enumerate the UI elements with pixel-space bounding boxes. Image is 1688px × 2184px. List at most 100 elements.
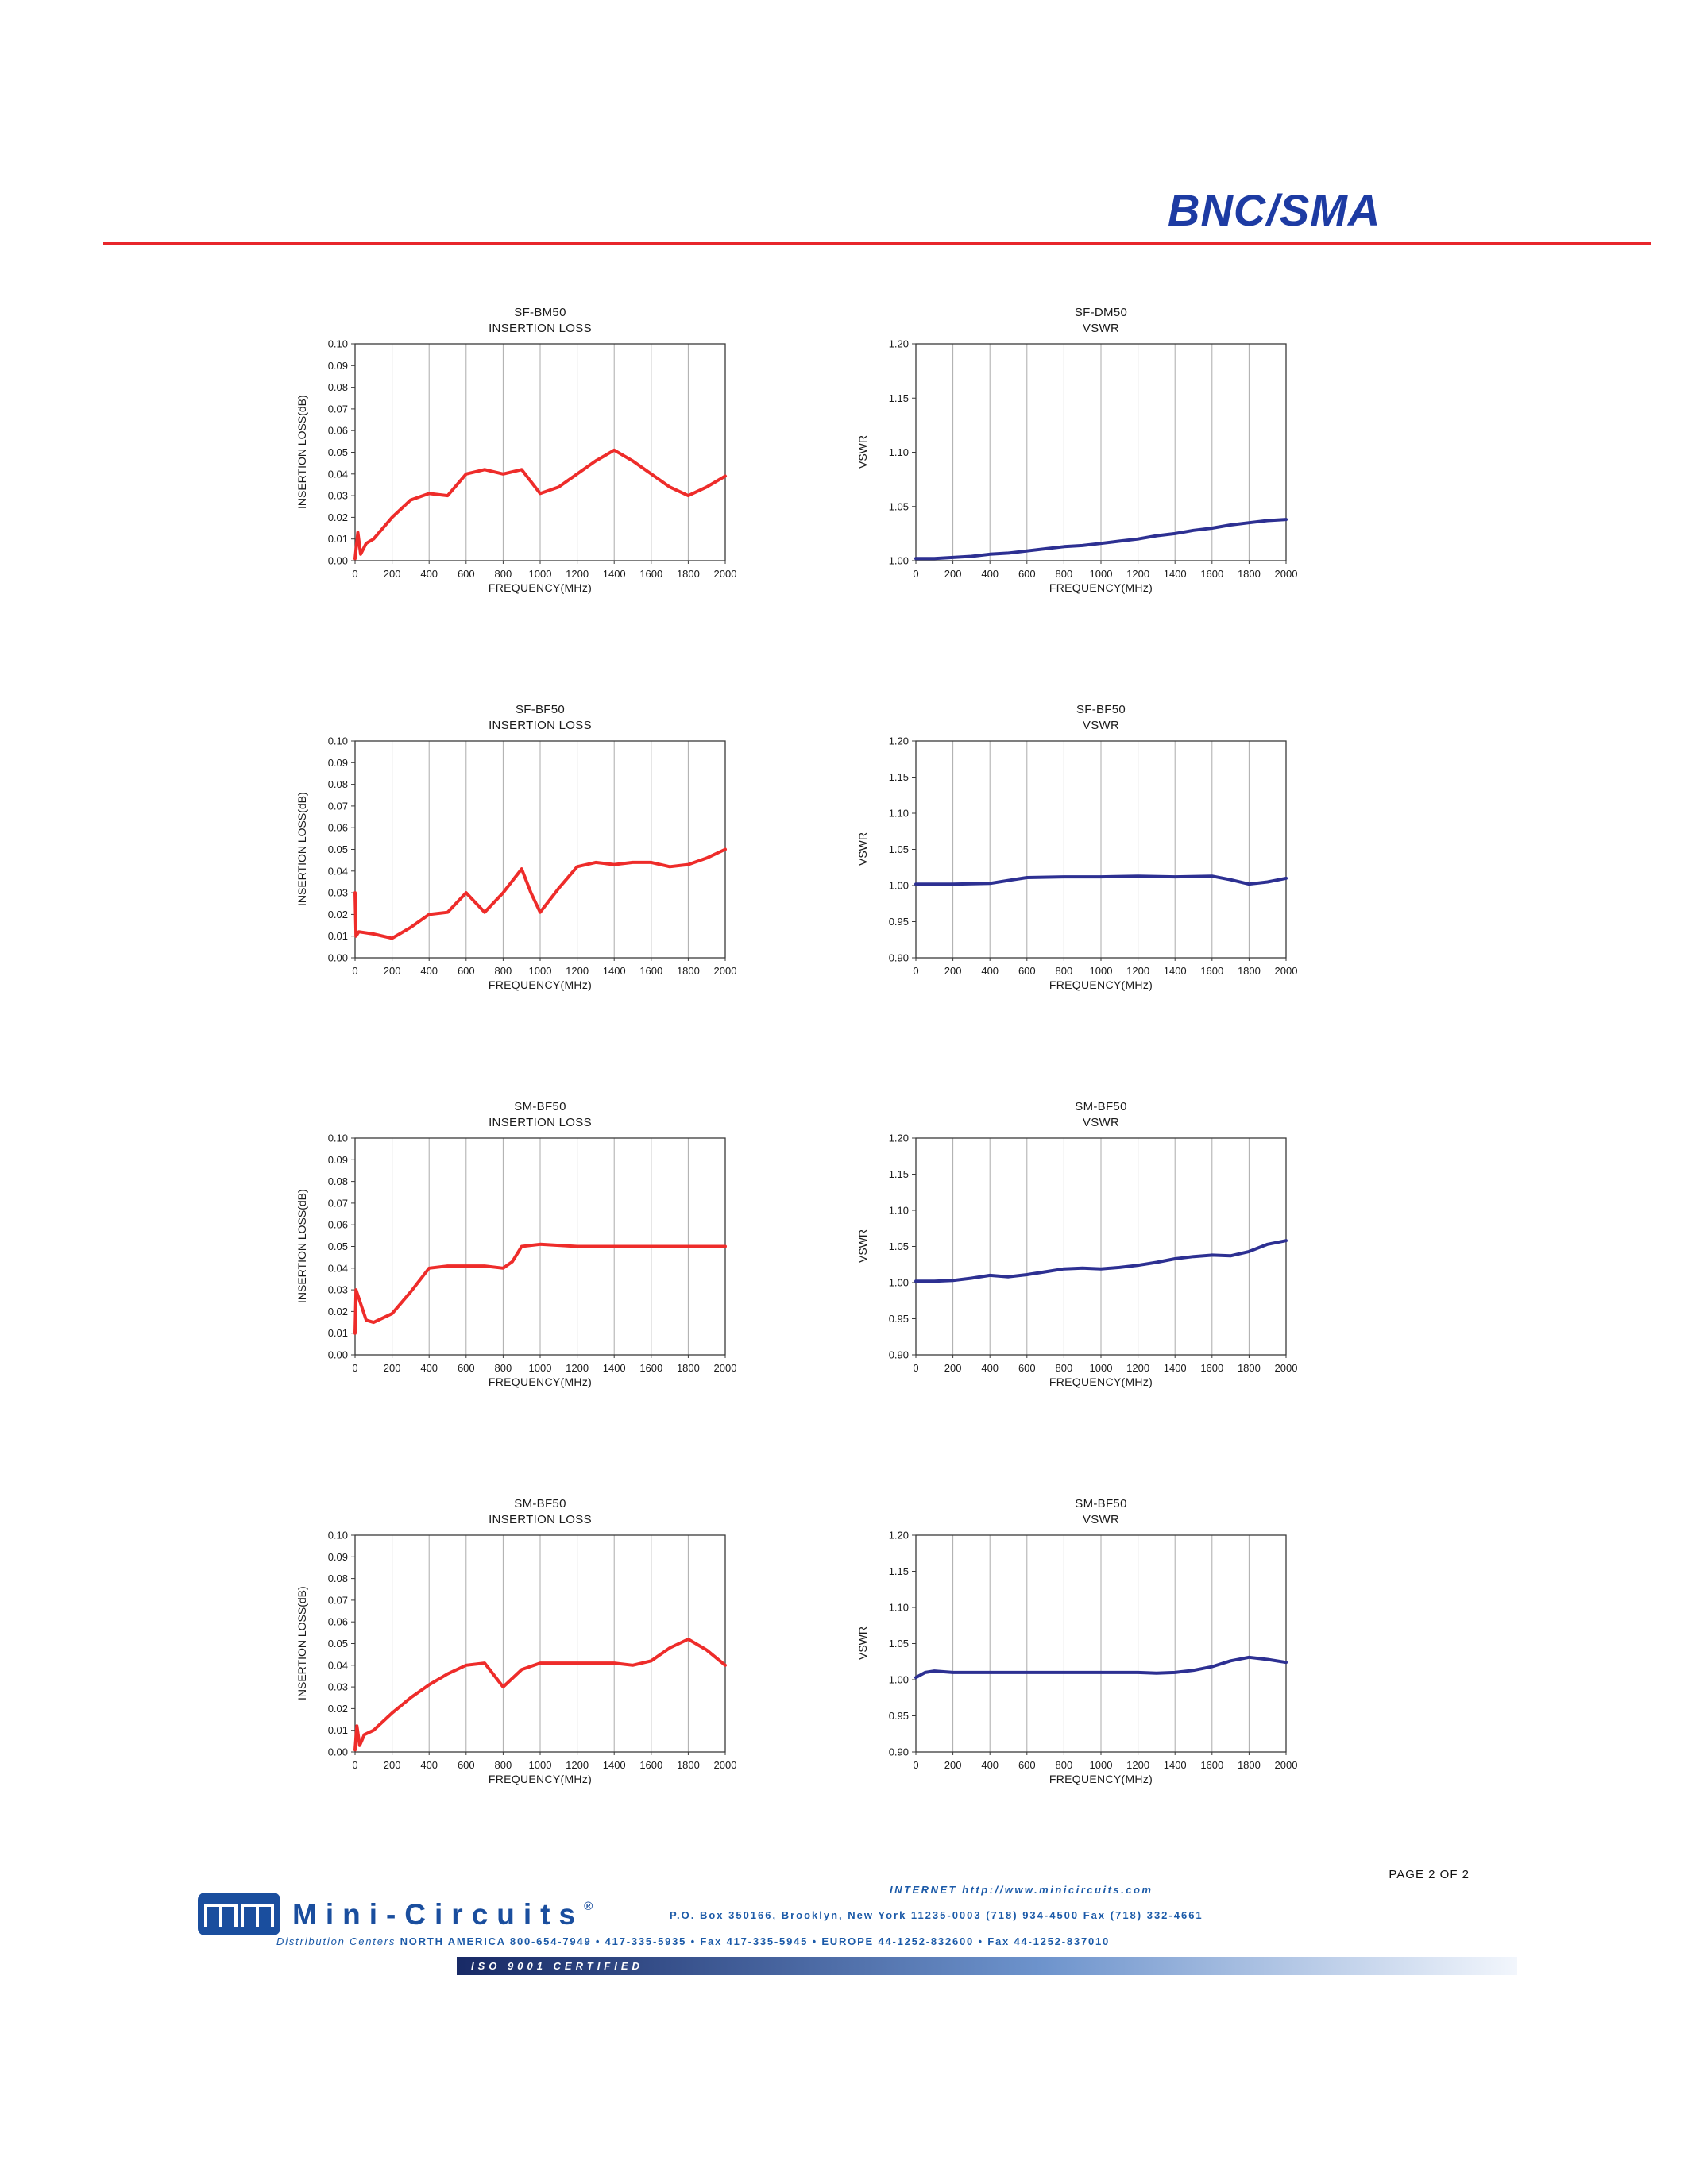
page-title: BNC/SMA — [1168, 185, 1381, 235]
svg-text:400: 400 — [420, 568, 438, 580]
svg-text:1800: 1800 — [677, 965, 700, 977]
svg-text:0.02: 0.02 — [328, 1703, 348, 1715]
x-axis-label: FREQUENCY(MHz) — [1049, 581, 1153, 594]
chart-sm-bf50-insertion-loss-1: SM-BF50 INSERTION LOSS INSERTION LOSS(dB… — [254, 1100, 778, 1418]
svg-text:1000: 1000 — [529, 1362, 552, 1374]
svg-text:1.10: 1.10 — [889, 808, 909, 820]
x-axis-label: FREQUENCY(MHz) — [488, 978, 593, 991]
header-divider — [103, 242, 1651, 245]
svg-text:0.09: 0.09 — [328, 757, 348, 769]
svg-text:1.05: 1.05 — [889, 843, 909, 855]
svg-text:600: 600 — [458, 965, 475, 977]
svg-text:0.90: 0.90 — [889, 1349, 909, 1361]
chart-title: SM-BF50 — [1075, 1497, 1127, 1511]
chart-plot-area: 0.00 0.01 0.02 0.03 0.04 0.05 0.06 0.07 0.08 0.09… — [328, 1133, 737, 1374]
svg-text:200: 200 — [944, 568, 962, 580]
chart-sf-dm50-vswr: SF-DM50 VSWR VSWR 1.00 1.05 1.10 1.15 1.20 0 2… — [815, 306, 1339, 623]
svg-text:0.06: 0.06 — [328, 1219, 348, 1231]
svg-text:600: 600 — [1018, 965, 1036, 977]
svg-text:0.06: 0.06 — [328, 425, 348, 437]
svg-text:1000: 1000 — [1090, 568, 1113, 580]
internet-url[interactable]: INTERNET http://www.minicircuits.com — [890, 1884, 1153, 1896]
svg-text:1600: 1600 — [639, 568, 662, 580]
svg-text:0.08: 0.08 — [328, 778, 348, 790]
svg-text:1600: 1600 — [1200, 568, 1223, 580]
chart-subtitle: VSWR — [1082, 1116, 1120, 1129]
svg-text:800: 800 — [495, 1759, 512, 1771]
svg-text:0: 0 — [352, 568, 357, 580]
svg-text:0.08: 0.08 — [328, 1572, 348, 1584]
svg-text:1400: 1400 — [1164, 1362, 1187, 1374]
svg-text:1600: 1600 — [1200, 1362, 1223, 1374]
svg-text:400: 400 — [420, 1362, 438, 1374]
svg-text:1200: 1200 — [1126, 568, 1149, 580]
svg-text:0.05: 0.05 — [328, 1638, 348, 1650]
svg-text:0.00: 0.00 — [328, 952, 348, 964]
svg-text:800: 800 — [495, 1362, 512, 1374]
svg-text:0: 0 — [913, 568, 918, 580]
svg-text:1.15: 1.15 — [889, 771, 909, 783]
svg-text:1400: 1400 — [603, 965, 626, 977]
svg-text:0.04: 0.04 — [328, 1262, 348, 1274]
svg-text:0.95: 0.95 — [889, 916, 909, 928]
svg-text:0.10: 0.10 — [328, 339, 348, 350]
svg-text:0.03: 0.03 — [328, 1681, 348, 1693]
svg-text:1000: 1000 — [1090, 1362, 1113, 1374]
svg-text:1.20: 1.20 — [889, 1133, 909, 1144]
svg-text:1400: 1400 — [1164, 965, 1187, 977]
svg-text:0.08: 0.08 — [328, 381, 348, 393]
iso-certified-text: ISO 9001 CERTIFIED — [471, 1960, 643, 1972]
svg-text:800: 800 — [495, 965, 512, 977]
svg-text:600: 600 — [1018, 1759, 1036, 1771]
chart-subtitle: VSWR — [1082, 322, 1120, 335]
svg-text:1600: 1600 — [1200, 965, 1223, 977]
svg-text:1.00: 1.00 — [889, 880, 909, 892]
svg-text:1400: 1400 — [1164, 568, 1187, 580]
svg-text:1600: 1600 — [639, 965, 662, 977]
svg-text:1.15: 1.15 — [889, 1168, 909, 1180]
svg-text:400: 400 — [420, 965, 438, 977]
svg-text:1.10: 1.10 — [889, 1205, 909, 1217]
svg-text:0.01: 0.01 — [328, 1327, 348, 1339]
svg-text:1800: 1800 — [677, 1759, 700, 1771]
svg-text:0.07: 0.07 — [328, 1594, 348, 1606]
chart-title: SF-BF50 — [515, 703, 566, 716]
x-axis-label: FREQUENCY(MHz) — [488, 581, 593, 594]
svg-text:1.20: 1.20 — [889, 736, 909, 747]
chart-title: SF-DM50 — [1074, 306, 1128, 319]
svg-text:1.05: 1.05 — [889, 500, 909, 512]
svg-text:800: 800 — [1056, 1362, 1073, 1374]
svg-text:2000: 2000 — [1275, 568, 1298, 580]
svg-text:0.07: 0.07 — [328, 1197, 348, 1209]
chart-subtitle: INSERTION LOSS — [489, 322, 592, 335]
svg-text:1000: 1000 — [529, 965, 552, 977]
mini-circuits-logo — [198, 1893, 280, 1935]
chart-subtitle: INSERTION LOSS — [489, 1513, 592, 1526]
svg-text:0.09: 0.09 — [328, 360, 348, 372]
chart-title: SM-BF50 — [1075, 1100, 1127, 1113]
svg-text:1600: 1600 — [639, 1362, 662, 1374]
svg-text:0.04: 0.04 — [328, 1659, 348, 1671]
svg-text:1400: 1400 — [603, 1362, 626, 1374]
svg-text:1200: 1200 — [1126, 965, 1149, 977]
svg-text:1000: 1000 — [1090, 1759, 1113, 1771]
svg-text:200: 200 — [384, 965, 401, 977]
svg-text:1800: 1800 — [1238, 1362, 1261, 1374]
svg-text:0.00: 0.00 — [328, 1746, 348, 1758]
svg-text:200: 200 — [944, 1759, 962, 1771]
iso-certified-bar: ISO 9001 CERTIFIED — [457, 1957, 1517, 1975]
svg-text:2000: 2000 — [714, 568, 737, 580]
svg-text:1800: 1800 — [1238, 568, 1261, 580]
svg-text:1.00: 1.00 — [889, 1674, 909, 1686]
chart-sf-bm50-insertion-loss: SF-BM50 INSERTION LOSS INSERTION LOSS(dB… — [254, 306, 778, 623]
chart-plot-area: 0.00 0.01 0.02 0.03 0.04 0.05 0.06 0.07 0.08 0.09… — [328, 736, 737, 977]
svg-text:0.10: 0.10 — [328, 1133, 348, 1144]
svg-text:0.01: 0.01 — [328, 1724, 348, 1736]
svg-text:200: 200 — [384, 568, 401, 580]
svg-text:0.07: 0.07 — [328, 800, 348, 812]
svg-text:200: 200 — [384, 1362, 401, 1374]
distribution-phones: NORTH AMERICA 800-654-7949 • 417-335-593… — [400, 1935, 1111, 1947]
svg-text:1800: 1800 — [1238, 965, 1261, 977]
svg-text:1.05: 1.05 — [889, 1241, 909, 1252]
